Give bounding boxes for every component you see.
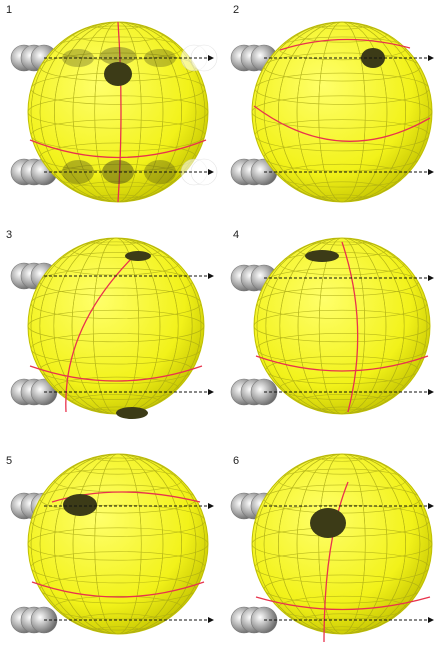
longitude-line xyxy=(263,454,421,634)
panel-number: 5 xyxy=(6,455,13,467)
panel-drawing xyxy=(10,21,218,203)
sphere xyxy=(251,21,433,203)
longitude-line xyxy=(279,238,405,414)
longitude-line xyxy=(296,454,388,634)
panel-2: 2 xyxy=(220,0,440,216)
longitude-line xyxy=(30,238,202,414)
longitude-line xyxy=(318,454,366,634)
longitude-line xyxy=(39,22,197,202)
dark-spot xyxy=(63,494,97,516)
dark-spot xyxy=(62,160,94,184)
longitude-line xyxy=(256,238,428,414)
longitude-line xyxy=(94,22,142,202)
panel-number: 1 xyxy=(6,4,13,16)
meridian-line xyxy=(279,38,411,51)
panel-drawing xyxy=(10,237,214,419)
longitude-line xyxy=(53,238,179,414)
sphere xyxy=(27,453,209,635)
equator-line xyxy=(255,596,431,611)
panel-1: 1 xyxy=(0,0,220,216)
panel-4: 4 xyxy=(220,216,440,432)
latitude-line xyxy=(28,527,208,561)
dark-spot xyxy=(104,62,132,86)
longitude-line xyxy=(297,238,387,414)
equator-line xyxy=(29,365,203,382)
sphere-grid xyxy=(252,22,432,202)
longitude-line xyxy=(30,22,206,202)
dark-spot xyxy=(116,407,148,419)
sphere-grid xyxy=(28,454,208,634)
latitude-line xyxy=(252,95,432,129)
equator-line xyxy=(253,105,431,142)
longitude-line xyxy=(318,238,366,414)
longitude-line xyxy=(39,238,193,414)
panel-drawing xyxy=(230,21,434,203)
meridian-line xyxy=(117,21,122,203)
sphere-grid xyxy=(28,238,204,414)
sphere xyxy=(253,237,431,415)
equator-line xyxy=(31,581,205,598)
longitude-line xyxy=(296,22,388,202)
longitude-line xyxy=(54,454,182,634)
longitude-line xyxy=(278,22,406,202)
longitude-line xyxy=(92,238,140,414)
panel-number: 4 xyxy=(233,229,240,241)
longitude-line xyxy=(72,22,164,202)
longitude-line xyxy=(39,454,197,634)
panel-drawing xyxy=(230,237,434,415)
panel-drawing xyxy=(10,453,214,635)
panel-3: 3 xyxy=(0,216,220,432)
longitude-line xyxy=(54,22,182,202)
dark-spot xyxy=(361,48,385,68)
longitude-line xyxy=(72,454,164,634)
panel-number: 6 xyxy=(233,455,240,467)
panel-number: 3 xyxy=(6,229,13,241)
longitude-line xyxy=(254,22,430,202)
longitude-line xyxy=(71,238,161,414)
panel-number: 2 xyxy=(233,4,240,16)
dark-spot xyxy=(102,160,134,184)
longitude-line xyxy=(265,238,419,414)
equator-line xyxy=(29,139,207,159)
dark-spot xyxy=(310,508,346,538)
latitude-line xyxy=(28,95,208,129)
equator-line xyxy=(255,355,429,372)
latitude-line xyxy=(28,309,204,343)
dark-spot xyxy=(62,49,94,67)
panel-5: 5 xyxy=(0,432,220,648)
sphere xyxy=(27,237,205,415)
sphere xyxy=(251,453,433,635)
longitude-line xyxy=(254,454,430,634)
longitude-line xyxy=(318,22,366,202)
dark-spot xyxy=(125,251,151,261)
longitude-line xyxy=(94,454,142,634)
meridian-line xyxy=(341,241,359,413)
dark-spot xyxy=(100,47,136,65)
longitude-line xyxy=(30,454,206,634)
latitude-line xyxy=(254,309,430,343)
longitude-line xyxy=(278,454,406,634)
panel-6: 6 xyxy=(220,432,440,648)
sphere-grid xyxy=(254,238,430,414)
dark-spot xyxy=(305,250,339,262)
longitude-line xyxy=(263,22,421,202)
panel-drawing xyxy=(230,453,434,643)
